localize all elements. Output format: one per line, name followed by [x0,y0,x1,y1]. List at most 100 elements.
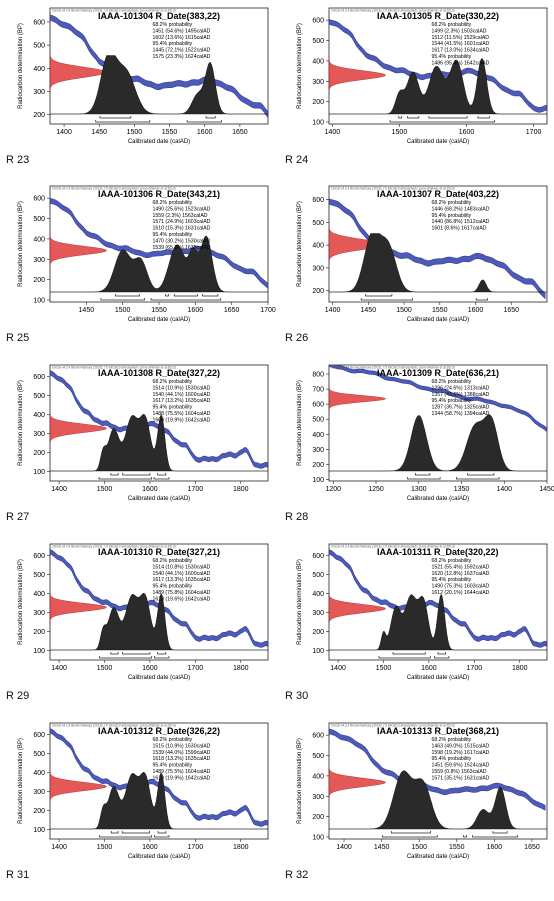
y-tick-label: 400 [312,58,324,65]
x-tick-label: 1600 [142,486,158,493]
probability-line: 68.2% probability [431,200,471,206]
y-tick-label: 200 [33,112,45,119]
calibration-chart: OxCal v4.2.4 Bronk Ramsey (2013); r:5 In… [297,722,548,860]
y-tick-label: 100 [33,297,45,304]
probability-line: 95.4% probability [152,405,192,411]
y-tick-label: 200 [33,450,45,457]
chart-title: IAAA-101305 R_Date(330,22) [377,11,499,21]
range-68-bracket [492,831,508,834]
y-tick-label: 100 [312,477,324,484]
range-68-bracket [110,473,119,476]
calibration-curve-band [50,549,268,648]
y-tick-label: 600 [312,197,324,204]
x-tick-label: 1500 [396,307,412,314]
y-tick-label: 600 [312,553,324,560]
x-tick-label: 1400 [51,844,67,851]
calibration-curve-band [329,18,547,113]
probability-line: 1344 (58.7%) 1394calAD [431,411,489,417]
probability-line: 95.4% probability [431,398,471,404]
x-tick-label: 1650 [524,844,540,851]
probability-line: 1617 (13.0%) 1634calAD [431,48,489,54]
radiocarbon-distribution [50,411,108,446]
x-axis-label: Calibrated date (calAD) [407,854,469,860]
range-68-bracket [205,116,216,119]
x-tick-label: 1600 [421,665,437,672]
panel-label: R 30 [285,690,309,702]
radiocarbon-distribution [329,591,387,626]
calibration-panel: OxCal v4.2.4 Bronk Ramsey (2013); r:5 In… [285,538,554,716]
probability-line: 1609 (19.9%) 1642calAD [152,417,210,423]
y-tick-label: 600 [33,196,45,203]
probability-line: 1451 (59.6%) 1524calAD [431,763,489,769]
x-tick-label: 1600 [142,844,158,851]
probability-line: 1559 (2.3%) 1563calAD [152,213,207,219]
range-95-bracket [456,477,500,480]
range-68-bracket [398,116,402,119]
range-68-bracket [477,116,490,119]
range-95-bracket [407,477,441,480]
probability-line: 1489 (75.5%) 1604calAD [152,769,210,775]
x-axis-label: Calibrated date (calAD) [407,675,469,681]
y-axis-label: Radiocarbon determination (BP) [18,201,24,287]
y-axis-label: Radiocarbon determination (BP) [18,380,24,466]
panel-label: R 32 [285,869,309,881]
calibration-chart: OxCal v4.2.4 Bronk Ramsey (2013); r:5 In… [297,364,554,502]
range-68-bracket [365,294,393,297]
probability-line: 1559 (0.8%) 1563calAD [431,769,486,775]
y-axis-label: Radiocarbon determination (BP) [18,738,24,824]
probability-line: 1499 (2.3%) 1503calAD [431,28,486,34]
probability-line: 1521 (55.4%) 1592calAD [431,564,489,570]
y-tick-label: 500 [312,220,324,227]
range-68-bracket [99,116,132,119]
chart-title: IAAA-101306 R_Date(343,21) [98,189,220,199]
y-axis-label: Radiocarbon determination (BP) [297,23,303,109]
range-68-bracket [414,473,431,476]
probability-line: 1287 (36.7%) 1325calAD [431,405,489,411]
probability-line: 1445 (72.1%) 1522calAD [152,48,210,54]
probability-line: 95.4% probability [152,232,192,238]
y-tick-label: 600 [33,374,45,381]
y-tick-label: 600 [33,19,45,26]
x-tick-label: 1400 [56,129,72,136]
probability-line: 68.2% probability [152,22,192,28]
probability-line: 68.2% probability [431,379,471,385]
probability-line: 1357 (43.6%) 1388calAD [431,392,489,398]
range-68-bracket [121,831,150,834]
range-95-bracket [99,835,153,838]
calibration-curve-band [329,198,546,300]
probability-line: 95.4% probability [152,41,192,47]
oxcal-header-note: OxCal v4.2.4 Bronk Ramsey (2013); r:5 In… [331,724,455,728]
probability-line: 68.2% probability [431,22,471,28]
y-tick-label: 100 [312,648,324,655]
y-axis-label: Radiocarbon determination (BP) [18,559,24,645]
y-tick-label: 500 [312,572,324,579]
oxcal-header-note: OxCal v4.2.4 Bronk Ramsey (2013); r:5 In… [52,545,176,549]
calibration-curve-band [329,549,547,648]
x-tick-label: 1700 [188,486,204,493]
range-95-bracket [95,120,151,123]
x-axis-label: Calibrated date (calAD) [128,854,190,860]
y-tick-label: 800 [312,372,324,379]
y-tick-label: 300 [33,257,45,264]
radiocarbon-distribution [50,591,108,624]
chart-title: IAAA-101312 R_Date(326,22) [98,726,220,736]
y-tick-label: 100 [33,827,45,834]
y-tick-label: 500 [33,43,45,50]
probability-line: 1463 (49.0%) 1515calAD [431,743,489,749]
x-axis-label: Calibrated date (calAD) [128,496,190,502]
x-tick-label: 1400 [325,307,341,314]
y-tick-label: 600 [33,553,45,560]
probability-line: 68.2% probability [431,558,471,564]
range-68-bracket [165,294,169,297]
y-tick-label: 300 [312,79,324,86]
x-tick-label: 1600 [197,129,213,136]
probability-line: 68.2% probability [431,737,471,743]
range-68-bracket [407,116,420,119]
radiocarbon-distribution [50,769,108,804]
x-tick-label: 1700 [188,844,204,851]
x-tick-label: 1400 [336,844,352,851]
plot-frame [49,185,269,303]
x-axis-label: Calibrated date (calAD) [128,675,190,681]
y-axis-label: Radiocarbon determination (BP) [18,23,24,109]
calibration-panel: OxCal v4.2.4 Bronk Ramsey (2013); r:5 In… [6,180,276,358]
